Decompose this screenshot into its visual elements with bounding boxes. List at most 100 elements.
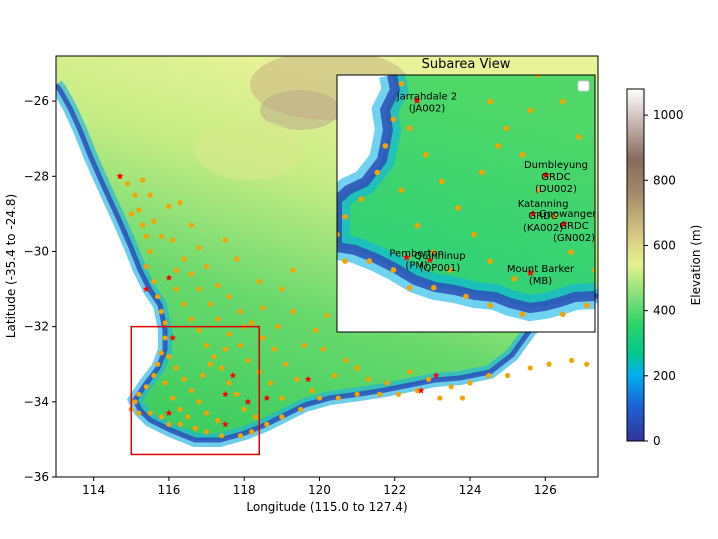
inset-site-marker xyxy=(519,151,526,158)
site-marker xyxy=(260,305,266,311)
inset-site-marker xyxy=(382,143,389,149)
site-marker xyxy=(173,267,180,273)
site-marker xyxy=(237,309,244,315)
colorbar-ticks: 0 200 400 600 800 1000 xyxy=(644,108,684,448)
site-marker xyxy=(282,361,289,367)
y-tick-label: −28 xyxy=(24,169,49,183)
inset-site-marker xyxy=(495,143,502,149)
site-marker xyxy=(203,263,210,270)
site-marker xyxy=(222,237,228,243)
site-marker xyxy=(151,218,157,224)
inset-site-marker xyxy=(430,249,437,256)
site-marker xyxy=(279,395,285,401)
station-marker xyxy=(229,371,237,379)
site-marker xyxy=(188,222,195,228)
site-marker xyxy=(177,406,183,412)
inset-station-marker xyxy=(426,256,434,264)
inset-site-marker xyxy=(342,258,348,264)
colorbar-tick-label: 400 xyxy=(653,304,676,318)
site-marker xyxy=(219,433,225,439)
site-marker xyxy=(226,293,232,300)
inset-site-marker xyxy=(568,249,574,256)
site-marker xyxy=(136,391,142,397)
site-marker xyxy=(155,293,161,300)
inset-site-marker xyxy=(535,187,542,194)
subarea-box xyxy=(130,325,260,456)
site-marker xyxy=(459,395,466,401)
site-marker xyxy=(132,192,138,198)
site-marker xyxy=(309,387,315,394)
inset-site-marker xyxy=(422,151,429,158)
site-marker xyxy=(222,346,228,352)
site-marker xyxy=(215,316,221,322)
site-marker xyxy=(324,312,330,318)
site-marker xyxy=(162,320,168,326)
station-marker xyxy=(116,172,124,180)
site-marker xyxy=(203,410,210,416)
y-tick-label: −32 xyxy=(24,320,49,334)
site-marker xyxy=(162,335,168,341)
site-marker xyxy=(448,384,454,390)
site-marker xyxy=(395,391,402,397)
inset-station-marker xyxy=(529,209,537,217)
site-marker xyxy=(335,395,341,401)
y-tick-label: −30 xyxy=(24,244,49,258)
inset-site-marker xyxy=(390,116,397,123)
site-marker xyxy=(207,361,213,367)
inset-station-label: Katanning GRDC (KA002) xyxy=(518,199,569,234)
x-tick-label: 124 xyxy=(459,483,482,497)
site-marker xyxy=(298,406,304,412)
site-marker xyxy=(219,365,225,371)
inset-site-marker xyxy=(471,231,477,238)
site-marker xyxy=(279,286,285,292)
inset-site-marker xyxy=(559,311,566,318)
site-marker xyxy=(173,365,180,371)
site-marker xyxy=(249,429,255,435)
station-marker xyxy=(222,420,229,428)
inset-station-label: Quinninup (QP001) xyxy=(414,251,465,274)
site-marker xyxy=(569,357,575,364)
inset-station-marker xyxy=(560,220,568,228)
x-tick-label: 118 xyxy=(233,483,256,497)
site-marker xyxy=(203,342,210,349)
site-marker xyxy=(426,376,432,382)
y-axis-ticks: −26 −28 −30 −32 −34 −36 xyxy=(24,94,56,484)
inset-site-marker xyxy=(535,75,542,78)
inset-station-label: Gnowangerup GRDC (GN002) xyxy=(539,209,609,244)
inset-station-marker xyxy=(413,96,421,104)
inset-map: Jarrahdale 2 (JA002) Dumbleyung GRDC (DU002)… xyxy=(336,57,609,333)
inset-site-marker xyxy=(358,196,364,202)
inset-site-marker xyxy=(592,267,595,273)
colorbar-tick-label: 1000 xyxy=(653,108,684,122)
inset-site-marker xyxy=(463,293,469,300)
inset-site-marker xyxy=(487,302,493,309)
y-tick-label: −34 xyxy=(24,395,49,409)
site-marker xyxy=(188,316,195,322)
site-marker xyxy=(245,357,251,364)
station-marker xyxy=(432,371,440,379)
inset-site-marker xyxy=(406,125,413,131)
site-marker xyxy=(162,380,168,386)
site-marker xyxy=(173,286,180,292)
site-marker xyxy=(132,399,138,405)
inland-plateau xyxy=(195,120,305,180)
station-marker xyxy=(165,409,173,416)
site-marker xyxy=(124,181,131,187)
site-marker xyxy=(234,391,240,397)
site-marker xyxy=(275,324,281,330)
site-marker xyxy=(166,421,172,427)
site-marker xyxy=(147,410,153,416)
site-marker xyxy=(170,395,176,401)
site-marker xyxy=(256,278,262,285)
inset-site-marker xyxy=(503,125,510,131)
site-marker xyxy=(354,365,360,371)
site-marker xyxy=(203,429,210,435)
site-marker xyxy=(215,418,221,424)
site-marker xyxy=(177,199,183,206)
inset-station-marker xyxy=(526,268,535,277)
site-marker xyxy=(237,433,244,439)
inset-station-label: Jarrahdale 2 (JA002) xyxy=(396,92,458,115)
site-marker xyxy=(407,369,413,375)
site-marker xyxy=(313,327,319,334)
